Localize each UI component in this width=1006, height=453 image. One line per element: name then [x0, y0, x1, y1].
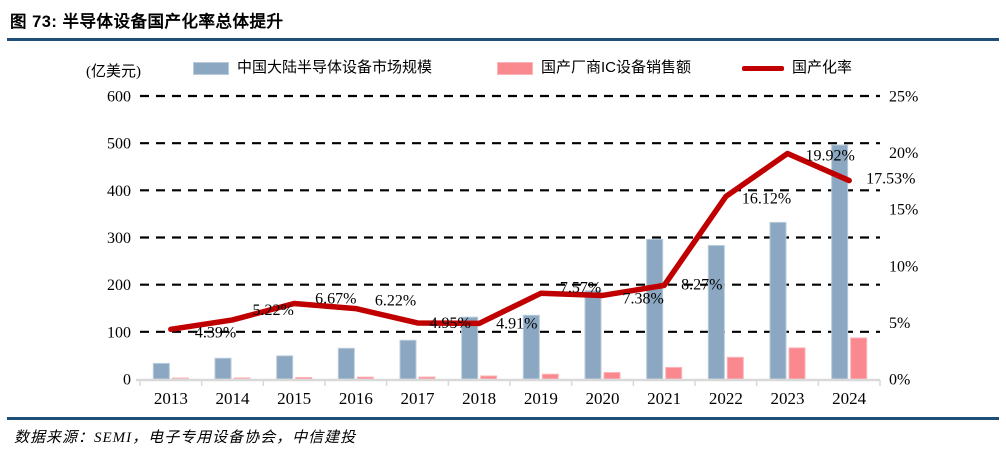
x-axis-category-label: 2022: [709, 389, 743, 408]
localization-rate-line: [168, 150, 852, 333]
bar-domestic-sales-2016: [356, 376, 374, 380]
x-axis-category-label: 2023: [771, 389, 805, 408]
legend-label-domestic-sales: 国产厂商IC设备销售额: [541, 59, 692, 76]
left-axis-unit: (亿美元): [86, 64, 141, 80]
line-point-label-2020: 7.38%: [623, 290, 664, 307]
market-size-swatch: [193, 61, 229, 75]
bar-domestic-sales-2024: [850, 337, 868, 380]
line-point-label-2016: 6.22%: [375, 293, 416, 310]
right-axis-tick-label: 25%: [889, 89, 918, 106]
bar-domestic-sales-2020: [603, 371, 621, 380]
line-point-label-2024: 17.53%: [866, 171, 915, 188]
title-divider: [7, 38, 999, 41]
bar-market-size-2014: [214, 357, 232, 380]
bar-domestic-sales-2021: [665, 366, 683, 380]
bar-domestic-sales-2022: [726, 356, 744, 380]
right-axis-tick-label: 5%: [889, 315, 910, 332]
left-axis-tick-label: 300: [107, 230, 131, 247]
bar-market-size-2015: [276, 355, 294, 380]
bar-domestic-sales-2017: [418, 376, 436, 380]
x-axis-category-label: 2013: [154, 389, 188, 408]
line-point-label-2023: 19.92%: [806, 148, 855, 165]
x-axis-category-label: 2019: [524, 389, 558, 408]
bar-domestic-sales-2023: [788, 347, 806, 380]
bar-market-size-2021: [646, 238, 664, 380]
right-axis-tick-label: 20%: [889, 145, 918, 162]
figure-title: 图 73: 半导体设备国产化率总体提升: [10, 13, 284, 31]
left-axis-tick-label: 100: [107, 324, 131, 341]
line-point-label-2017: 4.95%: [430, 315, 471, 332]
left-axis-tick-label: 0: [123, 372, 131, 389]
x-axis-category-label: 2024: [832, 389, 867, 408]
right-axis-tick-label: 0%: [889, 372, 910, 389]
bar-market-size-2020: [584, 290, 602, 380]
data-source: 数据来源：SEMI，电子专用设备协会，中信建投: [14, 430, 357, 446]
legend-item-localization-rate: 国产化率: [742, 59, 852, 77]
localization-rate-line-swatch: [742, 65, 784, 71]
legend-label-market-size: 中国大陆半导体设备市场规模: [237, 59, 433, 76]
bar-market-size-2017: [399, 339, 417, 380]
bar-market-size-2022: [707, 245, 725, 380]
line-point-label-2014: 5.22%: [253, 302, 294, 319]
line-point-label-2013: 4.39%: [195, 324, 236, 341]
x-axis-category-label: 2018: [462, 389, 496, 408]
x-axis-category-label: 2021: [647, 389, 681, 408]
bar-market-size-2013: [152, 362, 170, 380]
x-axis-category-label: 2016: [339, 389, 373, 408]
legend-item-domestic-sales: 国产厂商IC设备销售额: [497, 59, 691, 77]
x-axis-category-label: 2017: [401, 389, 436, 408]
line-point-label-2015: 6.67%: [315, 290, 356, 307]
footer-divider: [7, 417, 999, 420]
line-point-label-2018: 4.91%: [496, 315, 537, 332]
bar-market-size-2016: [337, 347, 355, 380]
left-axis-tick-label: 600: [107, 89, 131, 106]
x-axis-category-label: 2015: [277, 389, 311, 408]
x-axis-category-label: 2014: [216, 389, 251, 408]
line-point-label-2019: 7.57%: [560, 279, 601, 296]
left-axis-tick-label: 500: [107, 136, 131, 153]
bar-domestic-sales-2019: [541, 373, 559, 380]
left-axis-tick-label: 200: [107, 277, 131, 294]
domestic-sales-swatch: [497, 61, 533, 75]
legend-label-localization-rate: 国产化率: [792, 59, 853, 76]
line-point-label-2022: 16.12%: [742, 191, 791, 208]
line-point-label-2021: 8.27%: [681, 276, 722, 293]
x-axis-category-label: 2020: [586, 389, 620, 408]
left-axis-tick-label: 400: [107, 183, 131, 200]
right-axis-tick-label: 10%: [889, 258, 918, 275]
bar-domestic-sales-2018: [480, 375, 498, 380]
bar-market-size-2023: [769, 221, 787, 380]
legend-item-market-size: 中国大陆半导体设备市场规模: [193, 59, 432, 77]
right-axis-tick-label: 15%: [889, 202, 918, 219]
